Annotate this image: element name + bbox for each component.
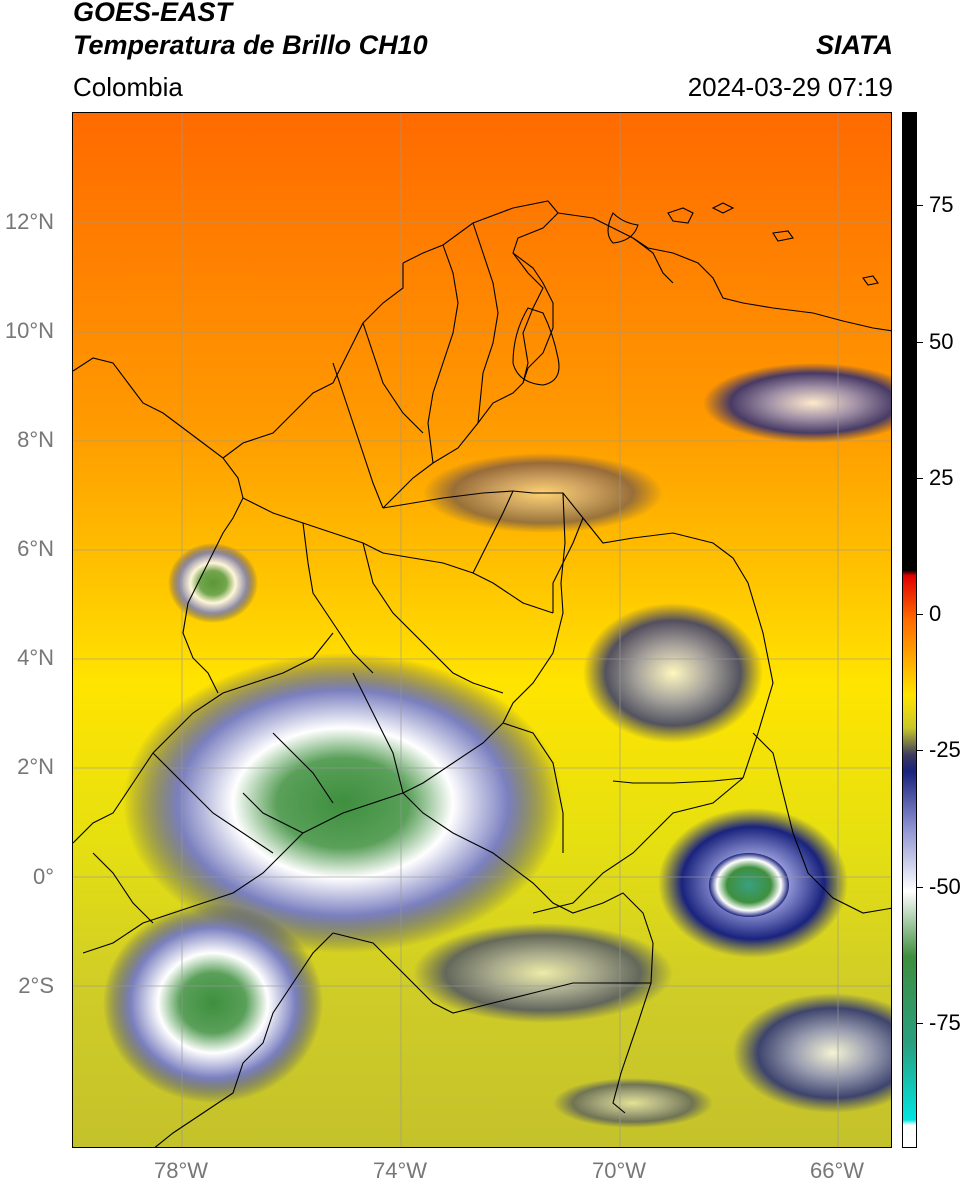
colorbar-label-minus-25: -25 [929,737,961,762]
lat-tick-4n: 4°N [17,645,54,670]
satellite-title: GOES-EAST [73,0,233,27]
colorbar-label-minus-75: -75 [929,1010,961,1035]
colorbar-label-0: 0 [929,601,942,626]
colorbar-tick-mark [917,205,923,206]
lat-tick-2n: 2°N [17,754,54,779]
graticule [73,113,891,1147]
product-title: Temperatura de Brillo CH10 [73,30,428,60]
region-label: Colombia [73,72,183,102]
lon-tick-66w: 66°W [809,1158,865,1183]
colorbar-label-25: 25 [929,465,954,490]
lon-tick-70w: 70°W [591,1158,647,1183]
lat-tick-0: 0° [32,864,54,889]
lon-tick-74w: 74°W [372,1158,428,1183]
colorbar-tick-mark [917,750,923,751]
lat-tick-2s: 2°S [18,973,54,998]
colorbar-tick-mark [917,614,923,615]
lon-tick-78w: 78°W [153,1158,209,1183]
colorbar-label-75: 75 [929,192,954,217]
lat-tick-8n: 8°N [17,427,54,452]
coastlines [512,202,879,386]
colorbar-tick-mark [917,1023,923,1024]
country-borders [73,200,891,1147]
lat-tick-6n: 6°N [17,536,54,561]
colorbar-tick-mark [917,342,923,343]
colorbar-label-50: 50 [929,329,954,354]
temperature-colorbar [902,112,917,1148]
timestamp-label: 2024-03-29 07:19 [687,72,893,102]
cloud-systems [103,363,891,1128]
satellite-map[interactable] [72,112,892,1148]
map-canvas [73,113,891,1147]
organization-label: SIATA [816,30,893,60]
colorbar-label-minus-50: -50 [929,874,961,899]
lat-tick-10n: 10°N [4,318,54,343]
lat-tick-12n: 12°N [4,209,54,234]
colorbar-tick-mark [917,887,923,888]
colorbar-tick-mark [917,478,923,479]
